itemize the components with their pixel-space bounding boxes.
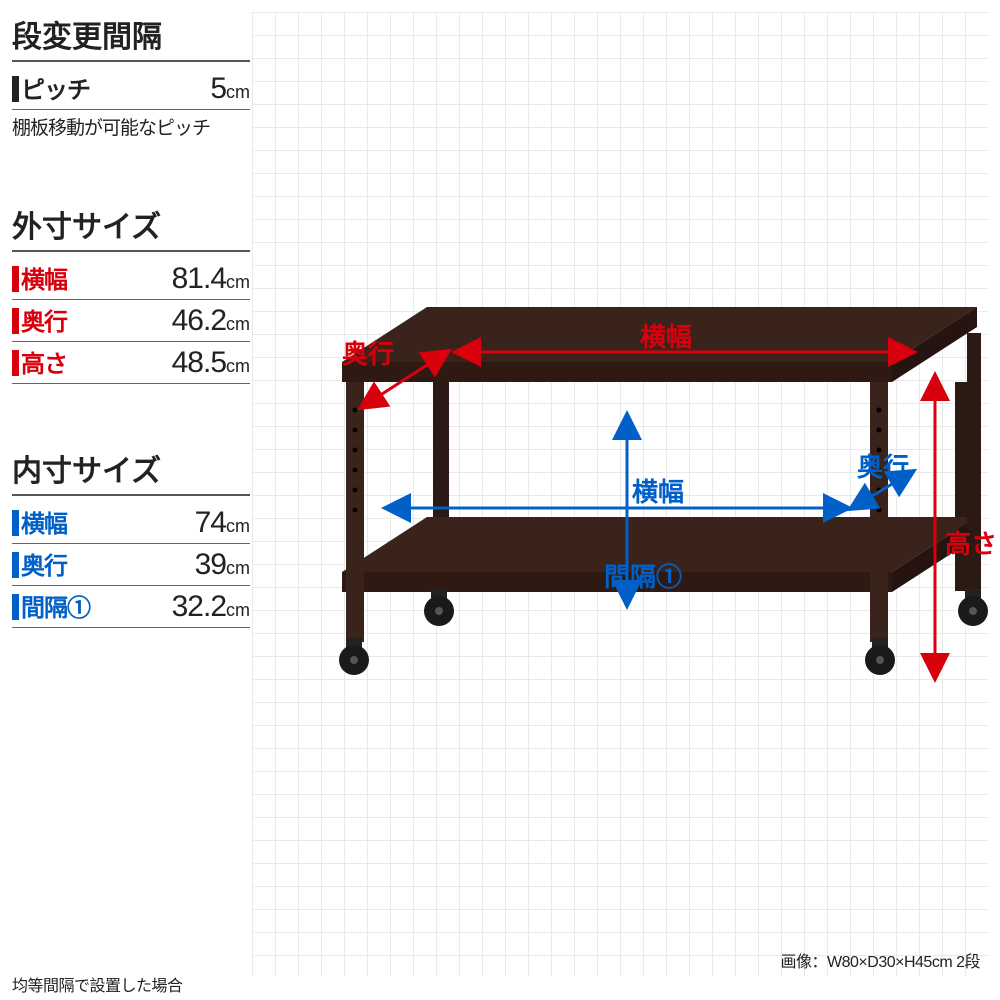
spec-row-inner-w: 横幅 74cm (12, 502, 250, 544)
spec-row-outer-w: 横幅 81.4cm (12, 258, 250, 300)
spec-unit: cm (226, 272, 250, 292)
section-title-outer: 外寸サイズ (12, 202, 250, 252)
section-title-pitch: 段変更間隔 (12, 12, 250, 62)
spec-sidebar: 段変更間隔 ピッチ 5cm 棚板移動が可能なピッチ 外寸サイズ 横幅 81.4c… (12, 12, 250, 628)
section-title-inner: 内寸サイズ (12, 446, 250, 496)
spec-value: 32.2 (172, 590, 226, 623)
spec-unit: cm (226, 82, 250, 102)
spec-name: 横幅 (21, 504, 67, 539)
spec-name: 間隔① (21, 588, 90, 623)
spec-value: 74 (195, 506, 226, 539)
spec-name: ピッチ (21, 70, 90, 105)
spec-row-pitch: ピッチ 5cm (12, 68, 250, 110)
bar-icon (12, 308, 19, 334)
spec-name: 高さ (21, 344, 67, 379)
bar-icon (12, 552, 19, 578)
bar-icon (12, 76, 19, 102)
spec-value: 48.5 (172, 346, 226, 379)
bar-icon (12, 594, 19, 620)
spec-value: 81.4 (172, 262, 226, 295)
bar-icon (12, 510, 19, 536)
spec-name: 奥行 (21, 546, 67, 581)
bar-icon (12, 350, 19, 376)
spec-name: 横幅 (21, 260, 67, 295)
grid-background (252, 12, 988, 976)
spec-row-inner-gap: 間隔① 32.2cm (12, 586, 250, 628)
spec-row-inner-d: 奥行 39cm (12, 544, 250, 586)
spec-unit: cm (226, 558, 250, 578)
spec-value: 46.2 (172, 304, 226, 337)
spec-unit: cm (226, 600, 250, 620)
bar-icon (12, 266, 19, 292)
figure-caption: 画像：W80×D30×H45cm 2段 (781, 948, 980, 972)
spec-row-outer-h: 高さ 48.5cm (12, 342, 250, 384)
spec-unit: cm (226, 356, 250, 376)
spec-name: 奥行 (21, 302, 67, 337)
sidebar-bottom-note: 均等間隔で設置した場合 (12, 972, 183, 996)
spec-value: 39 (195, 548, 226, 581)
spec-unit: cm (226, 314, 250, 334)
spec-unit: cm (226, 516, 250, 536)
spec-value: 5 (210, 72, 226, 105)
pitch-note: 棚板移動が可能なピッチ (12, 113, 250, 140)
figure-area: 奥行 横幅 高さ 横幅 奥行 間隔① 画像：W80×D30×H45cm 2段 (252, 12, 988, 976)
spec-row-outer-d: 奥行 46.2cm (12, 300, 250, 342)
